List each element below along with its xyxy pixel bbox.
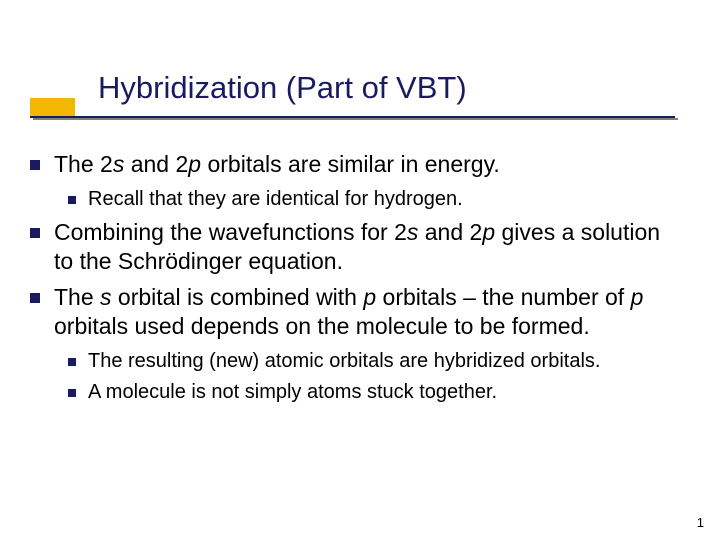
- text-fragment: orbitals used depends on the molecule to…: [54, 313, 590, 339]
- text-italic: p: [363, 284, 376, 310]
- bullet-text: Combining the wavefunctions for 2s and 2…: [54, 218, 680, 276]
- square-bullet-icon: [68, 196, 76, 204]
- text-fragment: and 2: [418, 219, 482, 245]
- sub-bullet-text: Recall that they are identical for hydro…: [88, 187, 463, 212]
- square-bullet-icon: [30, 228, 40, 238]
- text-italic: p: [482, 219, 495, 245]
- bullet-text: The s orbital is combined with p orbital…: [54, 283, 680, 341]
- square-bullet-icon: [30, 293, 40, 303]
- square-bullet-icon: [68, 358, 76, 366]
- text-italic: s: [100, 284, 112, 310]
- bullet-text: The 2s and 2p orbitals are similar in en…: [54, 150, 500, 179]
- sub-bullet-item: A molecule is not simply atoms stuck tog…: [68, 380, 680, 405]
- bullet-item: The s orbital is combined with p orbital…: [30, 283, 680, 341]
- content-area: The 2s and 2p orbitals are similar in en…: [30, 150, 680, 411]
- title-area: Hybridization (Part of VBT): [0, 0, 720, 106]
- text-fragment: orbitals – the number of: [376, 284, 630, 310]
- text-italic: s: [113, 151, 125, 177]
- title-underline: [30, 116, 675, 118]
- slide-title: Hybridization (Part of VBT): [0, 70, 720, 106]
- sub-bullet-text: A molecule is not simply atoms stuck tog…: [88, 380, 497, 405]
- sub-bullet-item: Recall that they are identical for hydro…: [68, 187, 680, 212]
- text-fragment: orbital is combined with: [112, 284, 364, 310]
- bullet-item: Combining the wavefunctions for 2s and 2…: [30, 218, 680, 276]
- text-italic: p: [631, 284, 644, 310]
- text-fragment: Combining the wavefunctions for 2: [54, 219, 407, 245]
- square-bullet-icon: [30, 160, 40, 170]
- title-underline-shadow: [33, 118, 678, 120]
- page-number: 1: [697, 515, 704, 530]
- slide: Hybridization (Part of VBT) The 2s and 2…: [0, 0, 720, 540]
- text-italic: s: [407, 219, 419, 245]
- text-fragment: and 2: [124, 151, 188, 177]
- text-fragment: orbitals are similar in energy.: [201, 151, 500, 177]
- text-fragment: The 2: [54, 151, 113, 177]
- bullet-item: The 2s and 2p orbitals are similar in en…: [30, 150, 680, 179]
- square-bullet-icon: [68, 389, 76, 397]
- text-fragment: The: [54, 284, 100, 310]
- sub-bullet-text: The resulting (new) atomic orbitals are …: [88, 349, 600, 374]
- text-italic: p: [188, 151, 201, 177]
- sub-bullet-item: The resulting (new) atomic orbitals are …: [68, 349, 680, 374]
